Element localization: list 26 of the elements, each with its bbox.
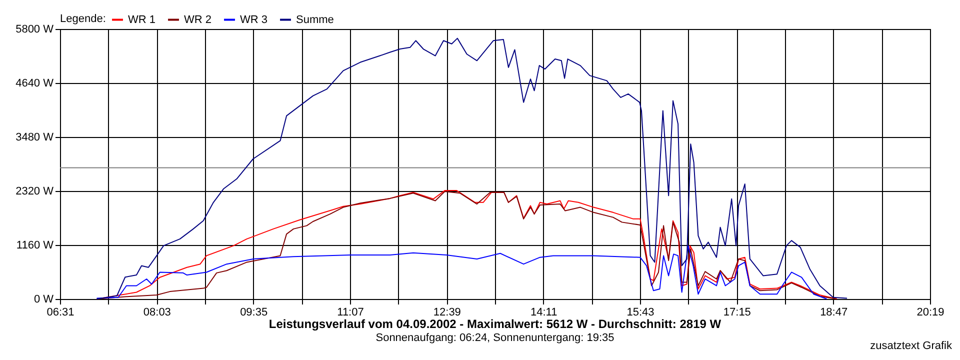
x-tick-label: 09:35 xyxy=(240,306,268,318)
legend-label: WR 2 xyxy=(184,14,212,26)
legend-title: Legende: xyxy=(60,13,106,25)
y-tick-label: 2320 W xyxy=(16,186,54,198)
x-tick-label: 08:03 xyxy=(143,306,171,318)
x-tick-label: 11:07 xyxy=(337,306,364,318)
text: Leistungsverlauf vom 04.09.2002 - Maximalwert: 5612 W - Durchschnitt: 2819 W xyxy=(268,317,722,331)
x-tick-label: 18:47 xyxy=(820,306,848,318)
y-tick-label: 3480 W xyxy=(16,132,54,144)
x-tick-label: 17:15 xyxy=(723,306,751,318)
x-tick-label: 20:19 xyxy=(916,306,944,318)
legend-label: WR 1 xyxy=(128,14,156,26)
x-tick-label: 14:11 xyxy=(530,306,558,318)
x-tick-label: 15:43 xyxy=(626,306,654,318)
line-series xyxy=(96,245,828,300)
line-series xyxy=(96,38,848,300)
legend-label: WR 3 xyxy=(240,14,268,26)
x-tick-label: 12:39 xyxy=(433,306,461,318)
text: zusatztext Grafik xyxy=(870,340,952,352)
x-tick-label: 06:31 xyxy=(46,306,74,318)
legend-label: Summe xyxy=(296,14,334,26)
y-tick-label: 5800 W xyxy=(16,24,54,36)
text: Sonnenaufgang: 06:24, Sonnenuntergang: 19:35 xyxy=(376,332,614,344)
y-tick-label: 4640 W xyxy=(16,78,54,90)
y-tick-label: 1160 W xyxy=(16,240,54,252)
y-tick-label: 0 W xyxy=(34,294,54,306)
